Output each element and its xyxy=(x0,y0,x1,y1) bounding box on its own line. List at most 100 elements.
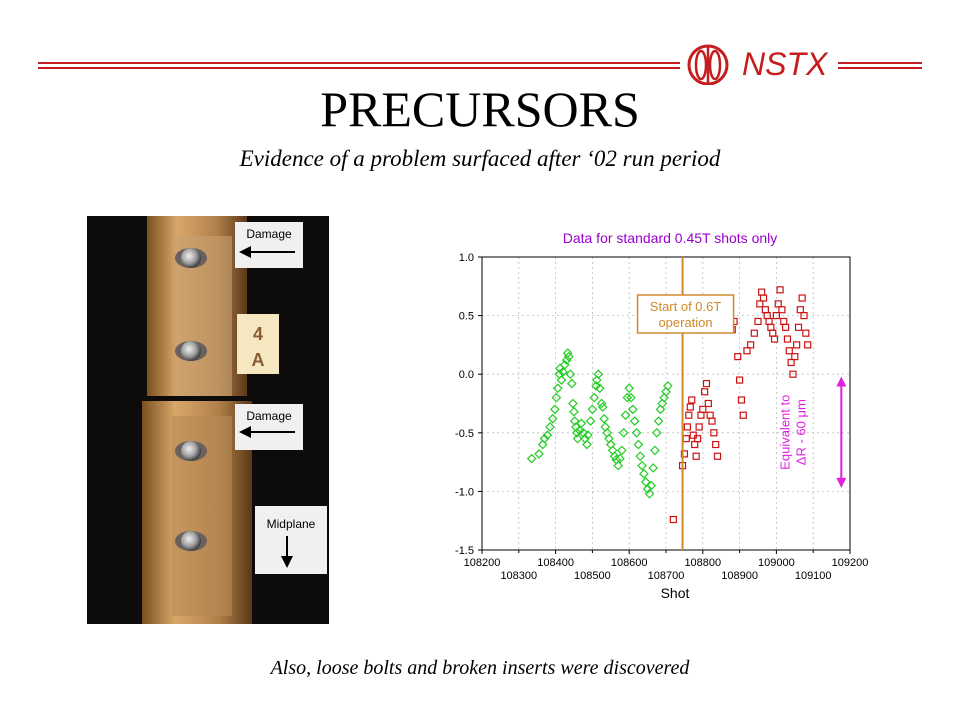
data-point xyxy=(774,300,782,308)
data-point xyxy=(648,463,658,473)
arrow-left-icon xyxy=(239,246,251,258)
tag-label-line2: A xyxy=(252,350,265,370)
data-points xyxy=(526,286,812,524)
arrow-up-icon xyxy=(836,376,847,387)
data-point xyxy=(802,329,810,337)
data-point xyxy=(576,418,587,429)
data-point xyxy=(651,427,662,438)
data-point xyxy=(646,480,657,491)
data-point xyxy=(631,427,642,438)
data-point xyxy=(547,413,558,424)
data-point xyxy=(644,488,655,499)
data-point xyxy=(796,306,804,314)
data-point xyxy=(551,392,562,403)
data-point xyxy=(661,386,671,397)
data-point xyxy=(756,300,764,308)
data-point xyxy=(798,294,806,302)
data-point xyxy=(558,367,568,377)
data-point xyxy=(743,347,751,355)
nstx-logo xyxy=(687,44,729,85)
damage-bottom-label: Damage xyxy=(246,409,292,423)
page-subtitle: Evidence of a problem surfaced after ‘02… xyxy=(239,146,721,171)
data-point xyxy=(597,402,608,412)
data-point xyxy=(761,306,769,314)
data-point xyxy=(587,404,598,415)
data-point xyxy=(629,416,640,426)
data-point xyxy=(563,351,574,362)
y-tick-label: 1.0 xyxy=(459,252,474,264)
data-point xyxy=(542,430,553,440)
footer-note: Also, loose bolts and broken inserts wer… xyxy=(270,657,690,679)
data-point xyxy=(572,427,582,438)
data-point xyxy=(569,416,580,426)
data-point xyxy=(791,353,799,361)
data-point xyxy=(633,439,644,450)
data-point xyxy=(783,335,792,343)
data-point xyxy=(701,388,709,396)
data-point xyxy=(572,433,583,444)
data-point xyxy=(620,410,631,421)
header-rule: NSTX xyxy=(38,44,922,85)
data-point xyxy=(694,435,702,443)
data-point xyxy=(593,369,604,380)
data-point xyxy=(599,413,610,424)
data-point xyxy=(702,379,711,388)
data-point xyxy=(691,440,699,449)
data-point xyxy=(758,288,766,296)
data-point xyxy=(704,399,712,408)
x-tick-label: 108900 xyxy=(721,570,758,582)
x-tick-label: 108200 xyxy=(464,557,501,569)
data-point xyxy=(561,355,572,365)
data-point xyxy=(653,416,664,426)
x-tick-label: 109100 xyxy=(795,570,832,582)
tag-label-line1: 4 xyxy=(253,324,263,344)
data-point xyxy=(655,404,666,415)
y-tick-label: -1.5 xyxy=(455,545,474,557)
data-point xyxy=(787,358,795,367)
data-point xyxy=(710,429,718,437)
data-point xyxy=(706,411,714,419)
data-point xyxy=(526,453,537,464)
damage-callout-bottom: Damage xyxy=(235,404,303,450)
vline-label-line2: operation xyxy=(658,315,712,330)
data-point xyxy=(782,323,790,331)
data-point xyxy=(583,430,593,440)
data-point xyxy=(739,411,747,419)
midplane-label: Midplane xyxy=(267,517,316,531)
x-tick-label: 109000 xyxy=(758,557,795,569)
data-point xyxy=(737,396,746,404)
data-point xyxy=(769,329,777,337)
data-point xyxy=(650,445,660,456)
damage-top-label: Damage xyxy=(246,227,292,241)
data-point xyxy=(569,406,579,417)
data-point xyxy=(565,369,576,380)
data-point xyxy=(793,341,801,349)
data-point xyxy=(750,329,758,337)
data-point xyxy=(613,460,624,471)
y-tick-label: 0.0 xyxy=(459,369,474,381)
range-label-line2: ΔR - 60 μm xyxy=(793,399,808,465)
data-point xyxy=(767,323,775,331)
x-tick-label: 108800 xyxy=(684,557,721,569)
data-point xyxy=(770,335,779,343)
data-point xyxy=(640,477,651,487)
data-point xyxy=(794,323,803,331)
data-point xyxy=(568,398,578,409)
data-point xyxy=(685,411,693,419)
x-axis-label: Shot xyxy=(661,585,690,601)
data-point xyxy=(804,341,812,349)
data-point xyxy=(736,376,744,384)
arrow-down-icon xyxy=(281,556,293,568)
data-point xyxy=(657,398,668,409)
data-point xyxy=(688,396,696,404)
data-point xyxy=(734,353,742,361)
x-tick-label: 108300 xyxy=(500,570,537,582)
hardware-photo: 4 A Damage Damage Midplane xyxy=(87,216,329,624)
data-point xyxy=(785,347,793,355)
data-point xyxy=(669,515,677,524)
data-point xyxy=(582,439,592,450)
data-point xyxy=(556,375,567,385)
data-point xyxy=(695,423,703,431)
